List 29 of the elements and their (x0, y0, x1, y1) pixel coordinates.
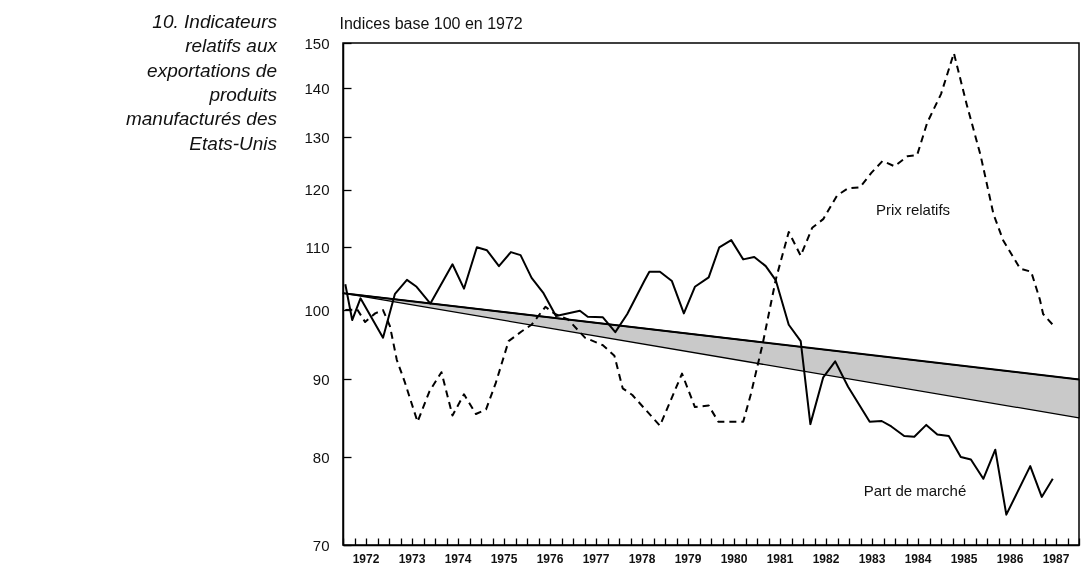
x-tick-label: 1972 (352, 552, 380, 566)
x-tick-label: 1986 (996, 552, 1024, 566)
x-tick-label: 1974 (444, 552, 472, 566)
series-label: Prix relatifs (875, 201, 951, 218)
x-tick-label: 1981 (766, 552, 794, 566)
x-tick-label: 1973 (398, 552, 426, 566)
y-tick-label: 140 (304, 79, 330, 97)
y-tick-label: 130 (304, 128, 330, 146)
series-label: Part de marché (863, 482, 967, 499)
x-tick-label: 1982 (812, 552, 840, 566)
y-tick-label: 80 (312, 448, 330, 466)
x-tick-label: 1976 (536, 552, 564, 566)
x-tick-label: 1983 (858, 552, 886, 566)
y-tick-label: 100 (304, 301, 330, 319)
x-tick-label: 1975 (490, 552, 518, 566)
x-tick-label: 1979 (674, 552, 702, 566)
text: 10. Indicateurs relatifs aux exportations de produits manufacturés des Etats-Unis (124, 10, 277, 156)
x-tick-label: 1977 (582, 552, 610, 566)
y-tick-label: 90 (312, 370, 330, 388)
x-tick-label: 1984 (904, 552, 932, 566)
y-tick-label: 70 (312, 536, 330, 554)
x-tick-label: 1980 (720, 552, 748, 566)
y-tick-label: 150 (304, 34, 330, 52)
x-tick-label: 1978 (628, 552, 656, 566)
x-tick-label: 1985 (950, 552, 978, 566)
y-tick-label: 110 (305, 238, 330, 256)
y-axis-title: Indices base 100 en 1972 (339, 14, 523, 32)
y-tick-label: 120 (304, 181, 330, 199)
x-tick-label: 1987 (1042, 552, 1070, 566)
